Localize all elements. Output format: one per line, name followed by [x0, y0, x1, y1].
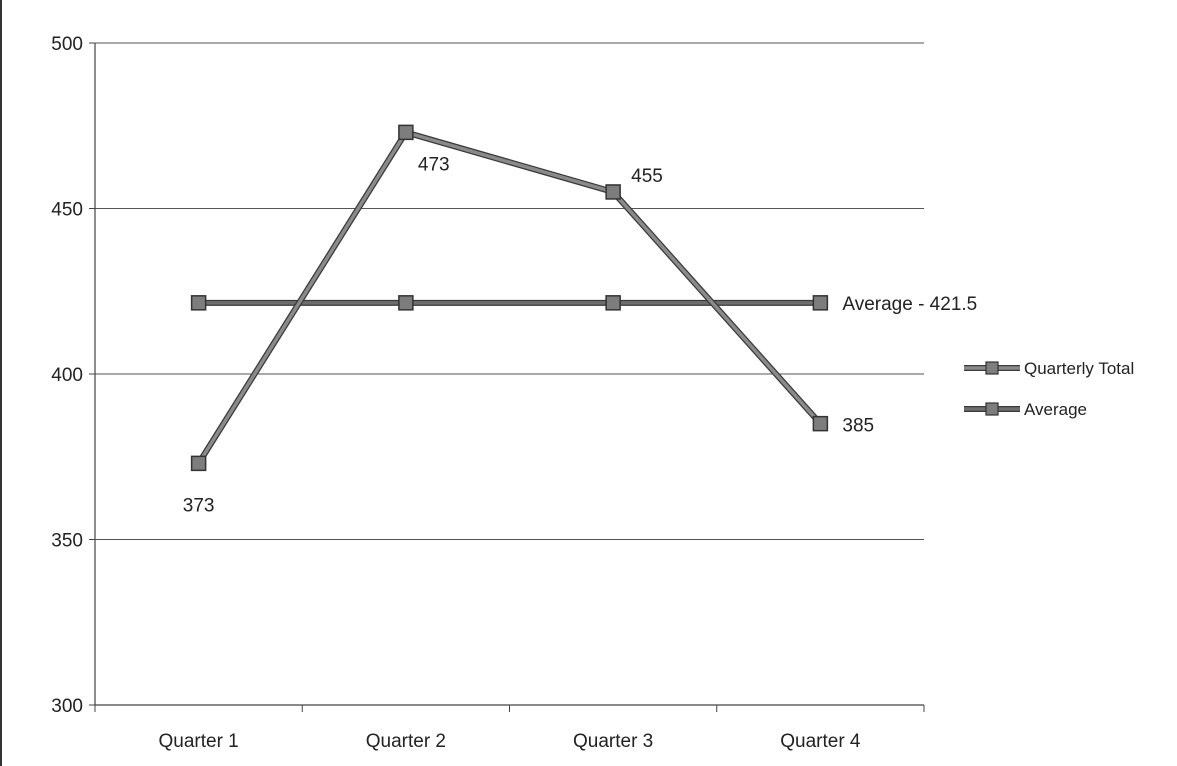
- y-tick-label: 450: [51, 200, 83, 221]
- data-label: 373: [183, 495, 215, 516]
- y-tick-label: 500: [51, 34, 83, 55]
- y-tick-label: 300: [51, 696, 83, 717]
- x-tick-label: Quarter 2: [366, 731, 446, 752]
- data-point-marker: [398, 124, 414, 141]
- series-line-outline: [196, 129, 823, 465]
- legend-marker: [985, 402, 999, 416]
- data-point-marker: [605, 184, 621, 200]
- legend: Quarterly Total Average: [964, 359, 1134, 419]
- legend-label: Average: [1024, 400, 1087, 419]
- y-tick-label: 350: [51, 531, 83, 552]
- data-label: 473: [418, 154, 450, 175]
- x-tick-labels: Quarter 1 Quarter 2 Quarter 3 Quarter 4: [158, 731, 860, 752]
- gridlines: [95, 42, 924, 540]
- data-point-marker: [812, 295, 829, 311]
- data-point-marker: [398, 295, 414, 311]
- data-point-marker: [605, 295, 621, 311]
- axes: [89, 42, 925, 712]
- x-tick-label: Quarter 4: [780, 731, 861, 752]
- data-point-marker: [812, 415, 829, 432]
- data-point-marker: [190, 455, 207, 472]
- y-tick-labels: 300 350 400 450 500: [51, 34, 83, 717]
- data-labels: 373 473 455 385 Average - 421.5: [183, 154, 977, 516]
- data-label: 385: [842, 416, 874, 437]
- average-end-label: Average - 421.5: [842, 294, 977, 315]
- data-label: 455: [631, 166, 663, 187]
- legend-label: Quarterly Total: [1024, 359, 1134, 378]
- x-tick-label: Quarter 3: [573, 731, 653, 752]
- data-point-marker: [190, 295, 207, 311]
- y-tick-label: 400: [51, 365, 83, 386]
- series-line: [197, 130, 822, 465]
- x-tick-label: Quarter 1: [158, 731, 238, 752]
- series-lines: [190, 124, 829, 472]
- legend-marker: [985, 361, 999, 375]
